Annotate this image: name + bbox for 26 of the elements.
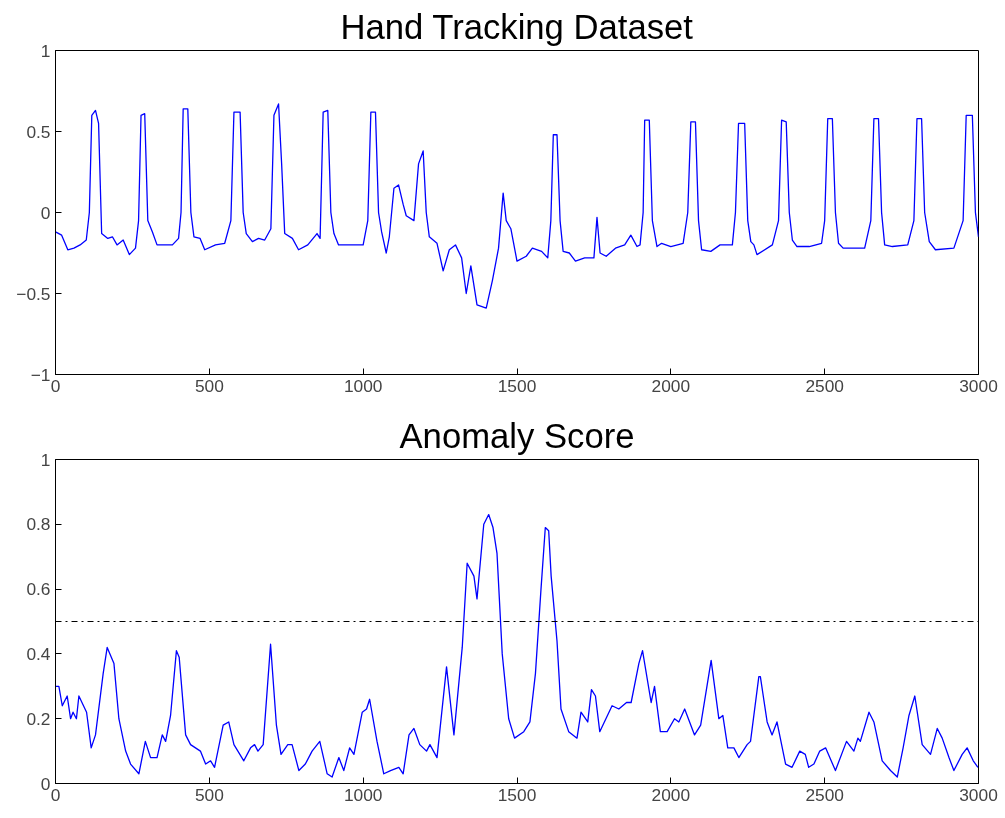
x-tick-label: 500 [194,375,224,396]
y-tick-label: −1 [30,364,51,385]
x-tick-label: 2500 [805,784,844,805]
x-tick-label: 2500 [805,375,844,396]
x-tick-label: 2000 [651,784,691,805]
line-series [55,513,979,778]
y-tick-label: 0.6 [26,579,51,600]
y-tick-label: 0 [40,202,51,223]
chart-title: Hand Tracking Dataset [340,7,694,46]
y-tick-label: 0.4 [26,643,51,664]
y-tick-label: 1 [40,449,51,470]
x-tick-label: 1500 [497,784,537,805]
line-series [55,103,979,309]
y-tick-label: 0.5 [26,121,51,142]
x-tick-label: 1000 [343,375,383,396]
y-tick-label: 1 [40,40,51,61]
x-tick-label: 1000 [343,784,383,805]
chart-title: Anomaly Score [399,416,635,455]
y-tick-label: −0.5 [16,283,51,304]
y-tick-label: 0.2 [26,708,51,729]
x-tick-label: 2000 [651,375,691,396]
x-tick-label: 1500 [497,375,537,396]
x-tick-label: 500 [194,784,224,805]
x-tick-label: 3000 [959,784,998,805]
x-tick-label: 3000 [959,375,998,396]
y-tick-label: 0.8 [26,514,51,535]
